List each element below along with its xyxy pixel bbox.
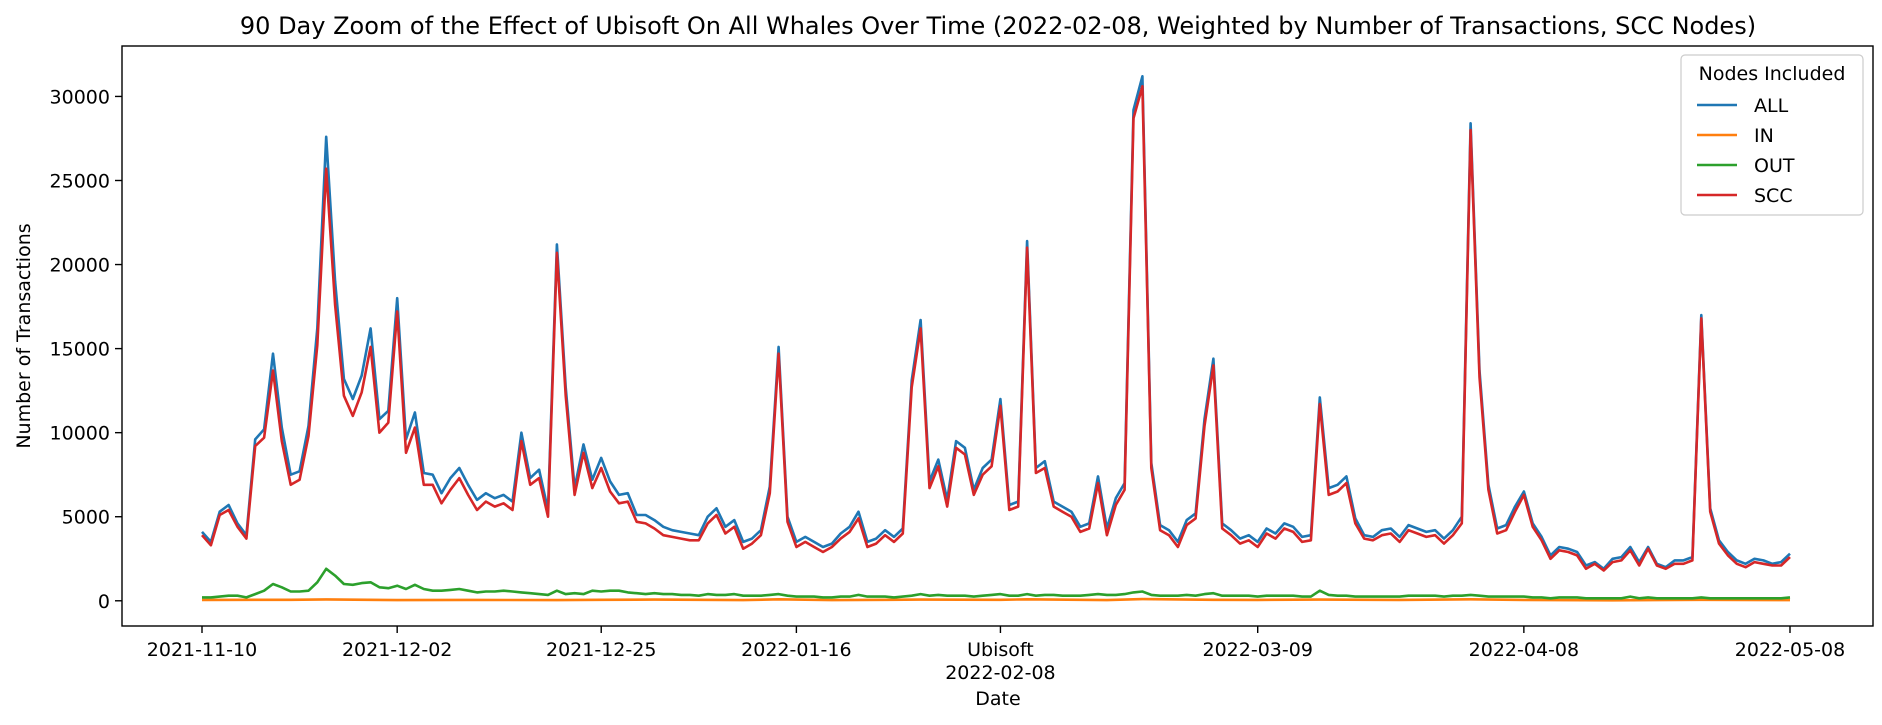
y-tick-label: 5000 bbox=[62, 507, 110, 529]
y-tick-label: 15000 bbox=[50, 339, 110, 361]
x-axis: 2021-11-10 2021-12-02 2021-12-25 2022-01-16… bbox=[147, 626, 1845, 684]
y-tick-label: 25000 bbox=[50, 170, 110, 192]
y-tick-label: 10000 bbox=[50, 423, 110, 445]
x-tick-label: 2021-11-10 bbox=[147, 639, 257, 661]
legend-label-in: IN bbox=[1754, 125, 1774, 147]
x-tick-label: 2022-04-08 bbox=[1469, 639, 1579, 661]
x-tick-label: Ubisoft bbox=[967, 639, 1034, 661]
series-layer bbox=[201, 75, 1791, 602]
y-axis-label: Number of Transactions bbox=[13, 223, 35, 448]
x-tick-label-secondary: 2022-02-08 bbox=[945, 662, 1055, 684]
x-tick-label: 2021-12-25 bbox=[546, 639, 656, 661]
plot-area bbox=[121, 45, 1874, 627]
legend-label-all: ALL bbox=[1754, 95, 1789, 117]
legend-title: Nodes Included bbox=[1699, 63, 1846, 85]
legend-label-out: OUT bbox=[1754, 155, 1795, 177]
y-tick-label: 0 bbox=[98, 591, 110, 613]
y-axis: 0 5000 10000 15000 20000 25000 30000 bbox=[50, 86, 122, 613]
series-line-in bbox=[201, 597, 1791, 602]
x-tick-label: 2022-03-09 bbox=[1202, 639, 1312, 661]
series-line-out bbox=[202, 567, 1791, 600]
legend: Nodes Included ALL IN OUT SCC bbox=[1680, 54, 1864, 216]
x-axis-label: Date bbox=[975, 688, 1020, 710]
plot-frame bbox=[121, 45, 1874, 627]
x-tick-label: 2021-12-02 bbox=[342, 639, 452, 661]
chart-title: 90 Day Zoom of the Effect of Ubisoft On … bbox=[240, 12, 1756, 40]
y-tick-label: 20000 bbox=[50, 255, 110, 277]
series-line-scc bbox=[201, 85, 1791, 572]
legend-label-scc: SCC bbox=[1754, 185, 1793, 207]
x-tick-label: 2022-01-16 bbox=[741, 639, 851, 661]
y-tick-label: 30000 bbox=[50, 86, 110, 108]
legend-box bbox=[1680, 54, 1864, 216]
x-tick-label: 2022-05-08 bbox=[1735, 639, 1845, 661]
